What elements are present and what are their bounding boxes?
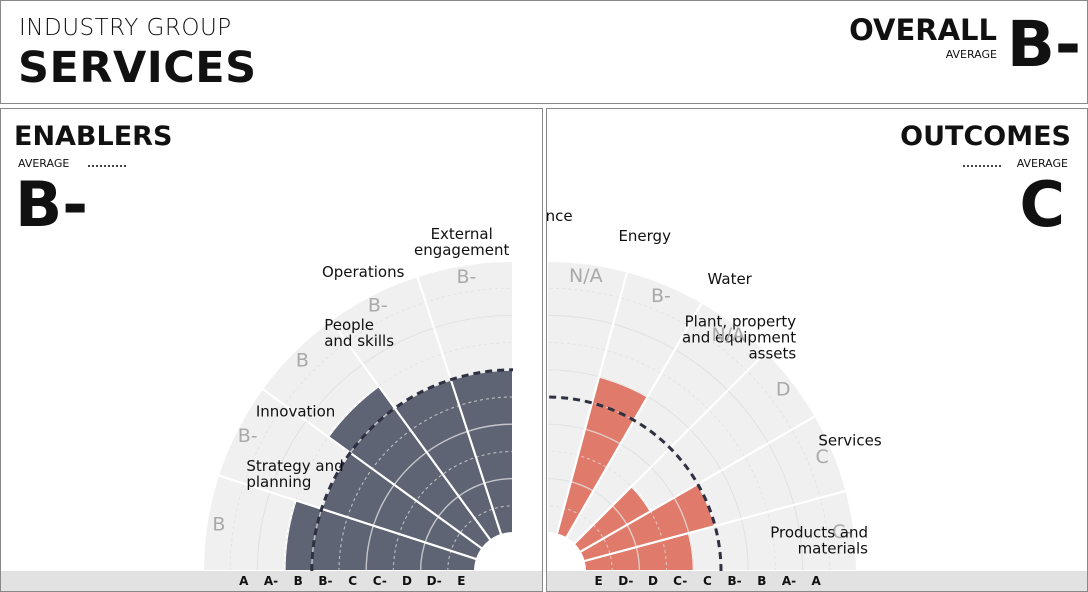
outcomes-category-label-water: Water — [708, 270, 753, 288]
outcomes-scale-label-a: A — [811, 574, 821, 588]
outcomes-scale-label-c: C — [702, 574, 712, 588]
enablers-scale-label-d: D — [402, 574, 412, 588]
outcomes-category-label-services: Services — [818, 431, 881, 449]
outcomes-average-line-key — [963, 165, 1001, 167]
outcomes-grade-label-services: C — [815, 446, 828, 468]
outcomes-grade-label-energy: B- — [651, 285, 671, 307]
enablers-category-label-operations: Operations — [322, 263, 405, 281]
outcomes-ring-shade-7 — [547, 342, 776, 572]
enablers-ring-shade-7 — [284, 342, 514, 572]
outcomes-grade-scale: E D- D C- C B- B A- A — [547, 571, 1087, 591]
outcomes-ring-shade-3 — [547, 450, 668, 572]
enablers-scale-label-b-minus: B- — [318, 574, 333, 588]
enablers-divider-4 — [416, 275, 503, 536]
enablers-grade-label-innovation: B- — [238, 425, 258, 447]
outcomes-scale-label-a-minus: A- — [781, 574, 797, 588]
enablers-average-grade: B- — [15, 168, 88, 241]
outcomes-grade-label-products-and-materials: C- — [832, 521, 852, 543]
enablers-divider-3 — [329, 319, 492, 541]
outcomes-scale-label-d-minus: D- — [618, 574, 634, 588]
enablers-ring-shade-4 — [365, 423, 514, 572]
outcomes-bg-wedge-finance — [547, 259, 629, 536]
enablers-average-line-key — [88, 165, 126, 167]
outcomes-average-label: AVERAGE — [1016, 157, 1068, 170]
enablers-ring-shade-2 — [420, 478, 514, 572]
enablers-scale-label-c-minus: C- — [372, 574, 387, 588]
outcomes-scale-label-c-minus: C- — [673, 574, 688, 588]
enablers-ring-shade-5 — [338, 396, 514, 572]
outcomes-category-label-finance: Finance — [547, 207, 573, 225]
enablers-ring-shade-8 — [256, 314, 514, 572]
enablers-ring-shade-9 — [229, 287, 514, 572]
enablers-divider-2 — [261, 387, 483, 550]
enablers-grade-label-operations: B- — [368, 295, 388, 317]
enablers-scale-label-a: A — [239, 574, 249, 588]
enablers-ring-shade-3 — [392, 450, 514, 572]
industry-group-label: INDUSTRY GROUP — [19, 15, 232, 41]
enablers-scale-label-c: C — [348, 574, 357, 588]
outcomes-divider-2 — [579, 415, 816, 553]
outcomes-grade-label-water: N/A — [711, 324, 745, 346]
outcomes-scale-label-e: E — [594, 574, 603, 588]
enablers-grade-label-external-engagement: B- — [456, 266, 476, 288]
outcomes-scale-label-b: B — [757, 574, 767, 588]
outcomes-title: OUTCOMES — [900, 121, 1071, 152]
outcomes-scale-label-d: D — [648, 574, 658, 588]
industry-group-name: SERVICES — [18, 43, 257, 93]
enablers-category-label-people-and-skills: People and skills — [324, 316, 394, 350]
enablers-scale-label-e: E — [457, 574, 466, 588]
outcomes-category-label-energy: Energy — [618, 227, 671, 245]
enablers-panel: B Strategy and planning B- Innovation B People… — [0, 108, 543, 592]
outcomes-divider-1 — [583, 489, 847, 563]
enablers-grade-scale: A A- B B- C C- D D- E — [1, 571, 542, 591]
outcomes-category-label-plant-property-and-equipment-assets: Plant, property and equipment assets — [682, 313, 796, 363]
enablers-divider-1 — [217, 474, 478, 561]
enablers-scale-label-d-minus: D- — [426, 574, 442, 588]
enablers-average-line — [310, 368, 514, 572]
overall-average-label: AVERAGE — [945, 48, 997, 61]
outcomes-scale-label-b-minus: B- — [727, 574, 742, 588]
outcomes-panel: C- Products and materials C Services D Plant, … — [546, 108, 1088, 592]
overall-label: OVERALL — [849, 13, 997, 47]
enablers-ring-shade-1 — [447, 505, 514, 572]
outcomes-grade-label-plant-property-and-equipment-assets: D — [776, 379, 791, 401]
outcomes-divider-5 — [555, 271, 629, 535]
enablers-category-label-strategy-and-planning: Strategy and planning — [246, 457, 343, 491]
outcomes-average-line — [547, 395, 723, 572]
enablers-grade-label-strategy-and-planning: B — [212, 513, 225, 535]
enablers-grade-label-people-and-skills: B — [296, 349, 309, 371]
outcomes-ring-shade-1 — [547, 505, 613, 572]
outcomes-grade-label-finance: N/A — [569, 265, 603, 287]
enablers-title: ENABLERS — [14, 121, 173, 152]
enablers-polar-group: B Strategy and planning B- Innovation B People… — [201, 225, 514, 572]
overall-grade: B- — [1006, 8, 1081, 81]
header: INDUSTRY GROUP SERVICES OVERALL AVERAGE … — [0, 0, 1088, 104]
outcomes-category-label-products-and-materials: Products and materials — [770, 524, 868, 558]
enablers-scale-label-a-minus: A- — [263, 574, 279, 588]
outcomes-average-grade: C — [1019, 168, 1065, 241]
enablers-scale-label-b: B — [293, 574, 303, 588]
enablers-category-label-external-engagement: External engagement — [414, 225, 510, 259]
enablers-chart: B Strategy and planning B- Innovation B People… — [201, 225, 514, 572]
enablers-average-label: AVERAGE — [18, 157, 70, 170]
enablers-category-label-innovation: Innovation — [256, 402, 335, 420]
